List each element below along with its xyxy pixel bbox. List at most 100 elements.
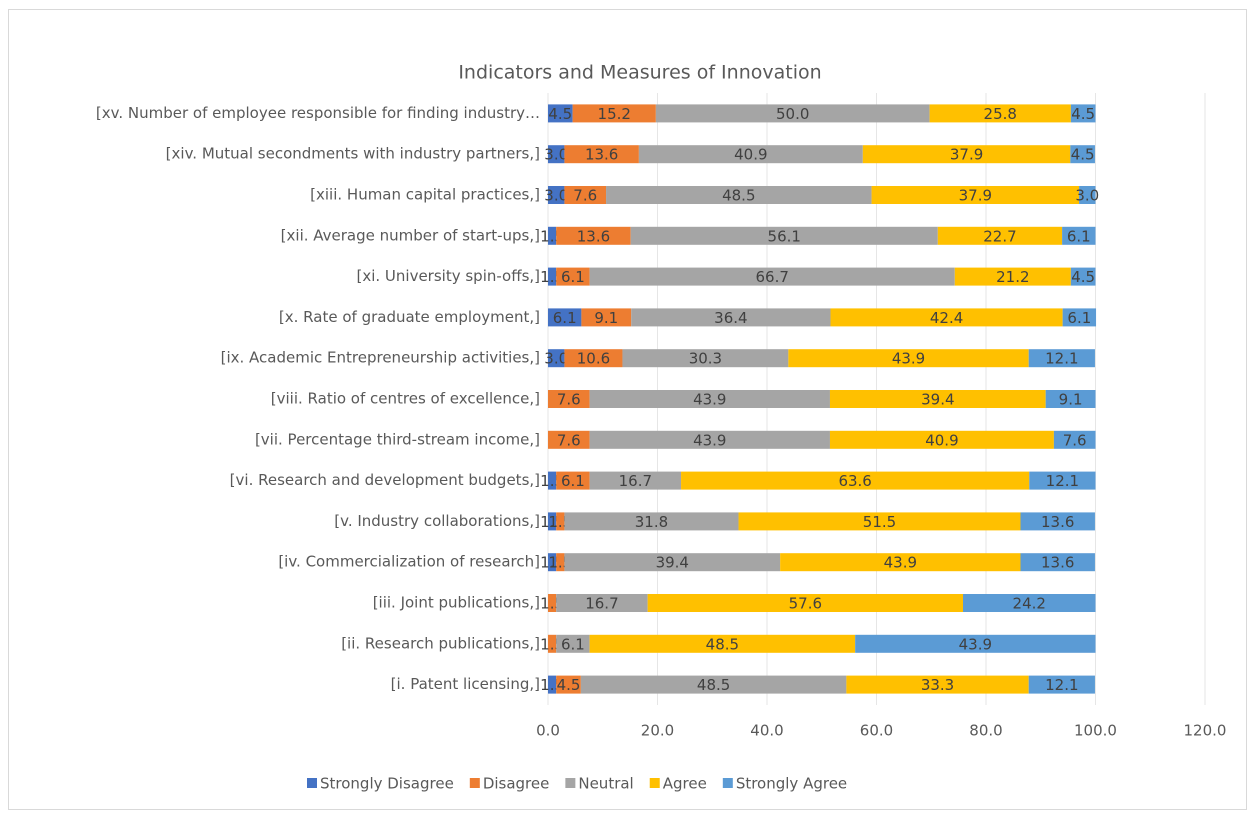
x-tick-label: 60.0: [860, 722, 893, 740]
bar-segment: [548, 430, 590, 449]
bar-segment: [1020, 512, 1095, 531]
bar-segment: [1020, 553, 1095, 572]
bar-segment: [548, 145, 565, 164]
data-label: 33.3: [921, 676, 954, 694]
data-label: 7.6: [557, 431, 581, 449]
bar-segment: [630, 226, 938, 245]
bar-segment: [647, 594, 964, 612]
legend-swatch: [649, 778, 660, 788]
y-tick-label: [i. Patent licensing,]: [391, 675, 540, 693]
data-label: 6.1: [561, 472, 585, 490]
bar-segment: [963, 594, 1096, 612]
data-label: 25.8: [984, 105, 1017, 123]
bar-segment: [589, 430, 830, 449]
bar-segment: [738, 512, 1021, 531]
bar-segment: [855, 634, 1096, 653]
data-label: 3.0: [1075, 187, 1099, 205]
bar-segment: [572, 104, 656, 123]
y-tick-label: [xv. Number of employee responsible for …: [96, 104, 540, 122]
data-label: 24.2: [1013, 595, 1046, 613]
bar-segment: [556, 675, 581, 694]
data-label: 21.2: [996, 268, 1029, 286]
bar-segment: [556, 267, 590, 286]
bar-segment: [1029, 471, 1096, 490]
x-tick-label: 20.0: [641, 722, 674, 740]
legend-label: Strongly Disagree: [320, 775, 454, 793]
bar-segment: [829, 430, 1054, 449]
data-label: 31.8: [635, 513, 668, 531]
bar-segment: [830, 308, 1063, 327]
bar-segment: [564, 553, 781, 572]
data-label: 4.5: [1071, 105, 1095, 123]
legend-label: Agree: [663, 775, 707, 793]
bar-segment: [580, 675, 847, 694]
data-label: 63.6: [838, 472, 871, 490]
bar-segment: [1070, 145, 1095, 164]
bar-segment: [581, 308, 632, 327]
bar-segment: [1070, 267, 1096, 286]
bar-segment: [548, 471, 557, 490]
data-label: 42.4: [930, 309, 963, 327]
bar-segment: [589, 471, 682, 490]
data-label: 39.4: [656, 554, 689, 572]
bar-segment: [564, 512, 739, 531]
chart-title: Indicators and Measures of Innovation: [458, 62, 821, 84]
x-tick-label: 0.0: [536, 722, 560, 740]
y-tick-label: [xiv. Mutual secondments with industry p…: [166, 145, 540, 163]
data-label: 3.0: [544, 146, 568, 164]
data-label: 36.4: [714, 309, 747, 327]
data-label: 3.0: [544, 350, 568, 368]
bar-segment: [1062, 308, 1097, 327]
legend-swatch: [565, 778, 576, 788]
bar-segment: [548, 512, 557, 531]
y-tick-label: [xiii. Human capital practices,]: [310, 186, 540, 204]
data-label: 4.5: [557, 676, 581, 694]
data-label: 13.6: [577, 227, 610, 245]
bar-segment: [871, 186, 1080, 204]
bar-segment: [589, 267, 955, 286]
bar-segment: [548, 553, 557, 572]
bar-segment: [780, 553, 1021, 572]
bar-segment: [548, 104, 573, 123]
x-tick-label: 80.0: [969, 722, 1002, 740]
data-label: 13.6: [1041, 554, 1074, 572]
bar-segment: [548, 390, 590, 408]
legend-label: Neutral: [578, 775, 633, 793]
bar-segment: [681, 471, 1030, 490]
bar-segment: [954, 267, 1071, 286]
bar-segment: [548, 634, 557, 653]
bar-segment: [548, 349, 565, 368]
y-tick-label: [xii. Average number of start-ups,]: [281, 226, 540, 244]
data-label: 15.2: [598, 105, 631, 123]
legend-swatch: [469, 778, 480, 788]
bar-segment: [937, 226, 1063, 245]
data-label: 22.7: [983, 227, 1016, 245]
x-tick-label: 40.0: [750, 722, 783, 740]
bar-segment: [556, 471, 590, 490]
data-label: 40.9: [925, 431, 958, 449]
y-tick-label: [ii. Research publications,]: [341, 634, 540, 652]
data-label: 7.6: [557, 391, 581, 409]
data-label: 6.1: [1067, 309, 1091, 327]
legend-swatch: [722, 778, 733, 788]
data-label: 3.0: [544, 187, 568, 205]
data-label: 40.9: [734, 146, 767, 164]
bar-segment: [556, 634, 590, 653]
legend-label: Disagree: [483, 775, 550, 793]
bar-segment: [548, 226, 557, 245]
bar-segment: [1053, 430, 1096, 449]
data-label: 13.6: [585, 146, 618, 164]
bar-segment: [846, 675, 1029, 694]
data-label: 57.6: [789, 595, 822, 613]
data-label: 56.1: [768, 227, 801, 245]
bar-segment: [829, 390, 1046, 408]
bar-segment: [548, 308, 582, 327]
data-label: 7.6: [573, 187, 597, 205]
data-label: 48.5: [706, 635, 739, 653]
data-label: 37.9: [959, 187, 992, 205]
y-tick-label: [xi. University spin-offs,]: [356, 267, 540, 285]
bar-segment: [556, 553, 565, 572]
bar-segment: [548, 267, 557, 286]
